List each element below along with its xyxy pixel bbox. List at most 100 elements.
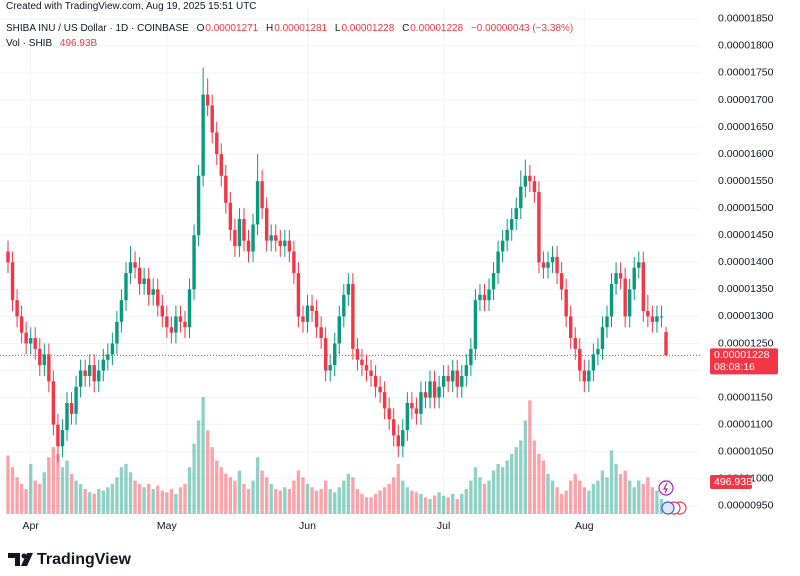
volume-bar — [78, 483, 83, 514]
candle-body — [292, 251, 296, 274]
candle-body — [101, 359, 105, 371]
volume-bar — [128, 472, 133, 514]
volume-bar — [24, 488, 28, 514]
candle-body — [224, 175, 228, 203]
volume-bar — [328, 488, 332, 514]
candle-body — [42, 354, 47, 366]
volume-bar — [192, 443, 196, 514]
volume-bar — [441, 495, 446, 514]
volume-bar — [296, 470, 301, 514]
candle-body — [618, 273, 623, 279]
candle-body — [469, 348, 473, 366]
alert-icon[interactable] — [658, 480, 674, 496]
candle-body — [205, 94, 210, 106]
volume-pane — [6, 397, 668, 514]
volume-bar — [637, 480, 641, 514]
legend-value: 0.00001281 — [274, 23, 328, 34]
volume-bar — [110, 483, 115, 514]
volume-label: 496.93B — [714, 476, 753, 488]
volume-bar — [627, 480, 632, 514]
volume-bar — [56, 453, 60, 514]
candle-body — [487, 289, 491, 301]
candle-body — [183, 321, 187, 328]
volume-bar — [124, 463, 128, 514]
volume-bar — [505, 460, 509, 514]
logo-mark — [8, 553, 20, 566]
volume-bar — [351, 477, 355, 514]
volume-bar — [287, 488, 292, 514]
candle-body — [587, 370, 591, 382]
volume-bar — [178, 487, 183, 514]
volume-bar — [401, 480, 405, 514]
candle-body — [364, 365, 369, 371]
candle-body — [92, 365, 96, 382]
volume-bar — [38, 483, 42, 514]
volume-bar — [641, 483, 646, 514]
candle-body — [532, 181, 537, 192]
candle-body — [451, 370, 455, 382]
volume-bar — [69, 473, 74, 514]
volume-bar — [546, 473, 550, 514]
candle-body — [641, 262, 646, 312]
volume-bar — [569, 480, 573, 514]
candle-body — [24, 332, 28, 344]
volume-bar — [478, 477, 482, 514]
volume-bar — [491, 470, 496, 514]
volume-bar — [564, 490, 568, 514]
candle-body — [38, 348, 42, 366]
candle-body — [342, 294, 346, 317]
candle-body — [632, 267, 636, 290]
volume-bar — [169, 488, 174, 514]
volume-bar — [650, 487, 655, 514]
indicator-icons — [658, 480, 687, 515]
candle-body — [392, 419, 396, 436]
event-icon[interactable] — [661, 501, 675, 515]
volume-bar — [165, 492, 169, 514]
candle-body — [419, 392, 423, 414]
volume-bar — [151, 488, 155, 514]
volume-bar — [473, 467, 478, 514]
candle-body — [10, 262, 15, 301]
volume-bar — [550, 480, 555, 514]
x-tick-label: Apr — [23, 520, 40, 532]
volume-bar — [541, 460, 546, 514]
volume-bar — [187, 467, 192, 514]
volume-bar — [342, 480, 346, 514]
candle-body — [169, 327, 174, 333]
volume-bar — [437, 492, 441, 514]
candle-body — [269, 235, 273, 241]
candle-body — [174, 316, 178, 333]
volume-bar — [482, 483, 487, 514]
candle-body — [283, 240, 287, 247]
candle-body — [591, 354, 596, 371]
volume-bar — [274, 488, 278, 514]
candle-body — [328, 365, 332, 371]
candle-body — [546, 262, 550, 268]
candle-body — [369, 370, 373, 376]
candle-body — [537, 191, 541, 263]
volume-bar — [92, 493, 96, 514]
candle-body — [564, 289, 568, 317]
volume-bar — [101, 490, 105, 514]
candle-body — [33, 338, 37, 349]
volume-bar — [264, 477, 269, 514]
legend-key: O — [196, 23, 205, 34]
volume-bar — [260, 470, 264, 514]
volume-bar — [74, 480, 78, 514]
candle-body — [323, 338, 328, 371]
volume-bar — [405, 487, 410, 514]
candle-body — [278, 240, 282, 247]
volume-bar — [419, 493, 423, 514]
candle-body — [28, 338, 33, 344]
volume-bar — [323, 480, 328, 514]
volume-bar — [455, 498, 459, 514]
volume-bar — [174, 493, 178, 514]
volume-bar — [369, 497, 373, 514]
volume-bar — [460, 493, 464, 514]
candle-body — [664, 332, 668, 356]
y-tick-label: 0.00001450 — [718, 229, 774, 241]
volume-bar — [196, 420, 201, 514]
volume-bar — [373, 493, 378, 514]
volume-bar — [310, 487, 314, 514]
